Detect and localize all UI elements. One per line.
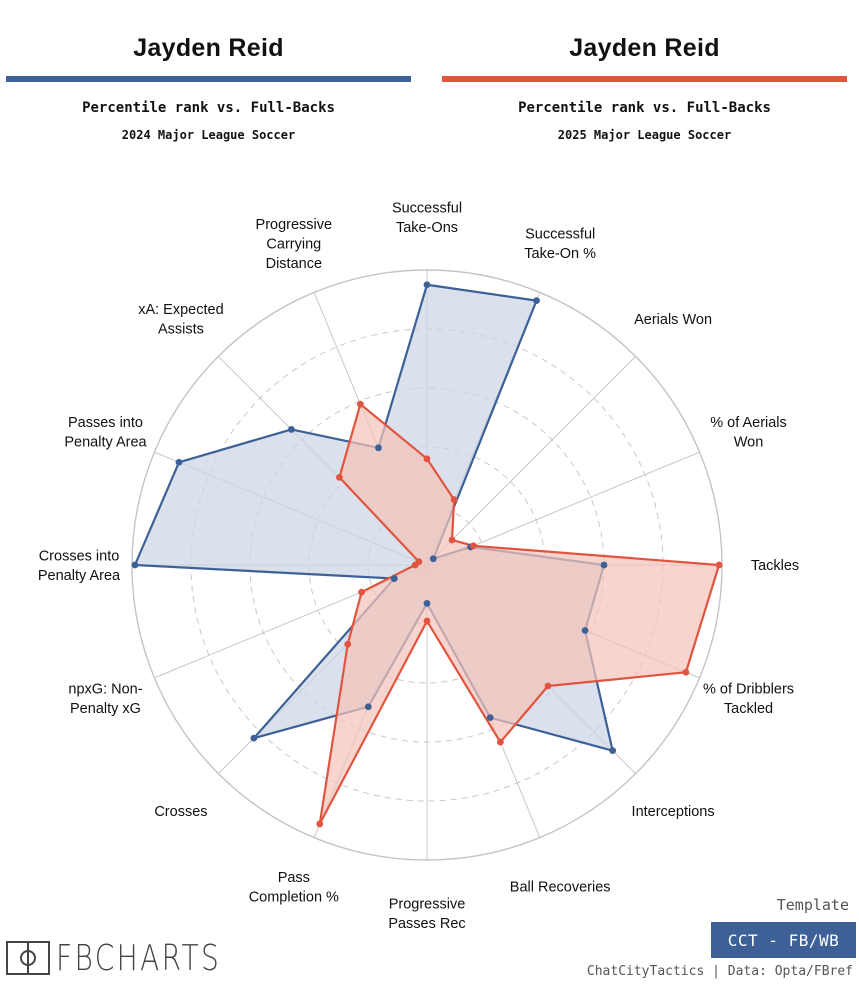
axis-label: Interceptions	[632, 804, 715, 820]
series-2-point	[423, 617, 431, 625]
right-header: Jayden Reid Percentile rank vs. Full-Bac…	[442, 0, 847, 160]
data-credit: ChatCityTactics | Data: Opta/FBref	[586, 964, 853, 979]
axis-label: Tackles	[751, 558, 799, 574]
series-1-point	[581, 627, 589, 634]
series-2-point	[316, 820, 324, 828]
axis-label: % of Dribblers Tackled	[703, 681, 794, 717]
series-2-point	[544, 682, 552, 690]
axis-label: Aerials Won	[634, 312, 712, 328]
pitch-icon	[6, 941, 50, 975]
axis-label: Progressive Carrying Distance	[256, 217, 333, 272]
radar-spoke	[426, 356, 636, 566]
series-2-point	[423, 455, 431, 463]
left-header: Jayden Reid Percentile rank vs. Full-Bac…	[6, 0, 411, 160]
axis-label: Successful Take-On %	[524, 227, 596, 263]
axis-label: Crosses into Penalty Area	[38, 548, 121, 584]
axis-label: Successful Take-Ons	[392, 200, 462, 236]
series-1-point	[375, 444, 382, 452]
series-1-point	[250, 734, 258, 742]
series-1-point	[175, 458, 183, 466]
series-1-point	[533, 297, 540, 305]
axis-label: npxG: Non-Penalty xG	[68, 681, 142, 717]
series-2-point	[448, 536, 456, 544]
series-2-point	[469, 542, 477, 550]
axis-label: % of Aerials Won	[710, 415, 787, 451]
series-1-point	[131, 561, 139, 569]
left-player-name: Jayden Reid	[133, 34, 284, 62]
series-1-point	[600, 561, 608, 569]
series-1-point	[486, 714, 494, 722]
series-2-point	[358, 588, 365, 596]
series-2-point	[682, 668, 690, 676]
series-2-point	[715, 561, 723, 569]
series-2-point	[450, 496, 458, 503]
right-color-bar	[442, 76, 847, 82]
axis-label: Pass Completion %	[249, 870, 339, 906]
right-season: 2025 Major League Soccer	[557, 128, 732, 142]
axis-label: Passes into Penalty Area	[64, 415, 147, 451]
series-1-point	[423, 599, 431, 607]
left-color-bar	[6, 76, 411, 82]
template-badge: CCT - FB/WB	[711, 922, 856, 958]
series-1-point	[429, 555, 437, 563]
left-season: 2024 Major League Soccer	[121, 128, 296, 142]
template-label: Template	[776, 896, 849, 914]
axis-label: Crosses	[154, 804, 207, 820]
axis-label: Ball Recoveries	[510, 880, 611, 896]
logo-text: FBCHARTS	[56, 937, 222, 979]
series-2-point	[335, 473, 343, 481]
left-subtitle: Percentile rank vs. Full-Backs	[82, 100, 335, 116]
series-2-point	[356, 400, 364, 408]
series-2-point	[344, 640, 352, 648]
series-1-point	[390, 575, 398, 582]
series-2-point	[415, 558, 423, 566]
series-1-point	[364, 703, 372, 711]
series-1-point	[423, 281, 431, 289]
series-1-point	[288, 426, 295, 433]
right-player-name: Jayden Reid	[569, 34, 720, 62]
series-1-point	[609, 747, 617, 755]
fbcharts-logo: FBCHARTS	[6, 937, 268, 979]
series-2-point	[496, 738, 504, 746]
axis-label: Progressive Passes Rec	[388, 896, 465, 932]
axis-label: xA: Expected Assists	[138, 302, 223, 338]
right-subtitle: Percentile rank vs. Full-Backs	[518, 100, 771, 116]
